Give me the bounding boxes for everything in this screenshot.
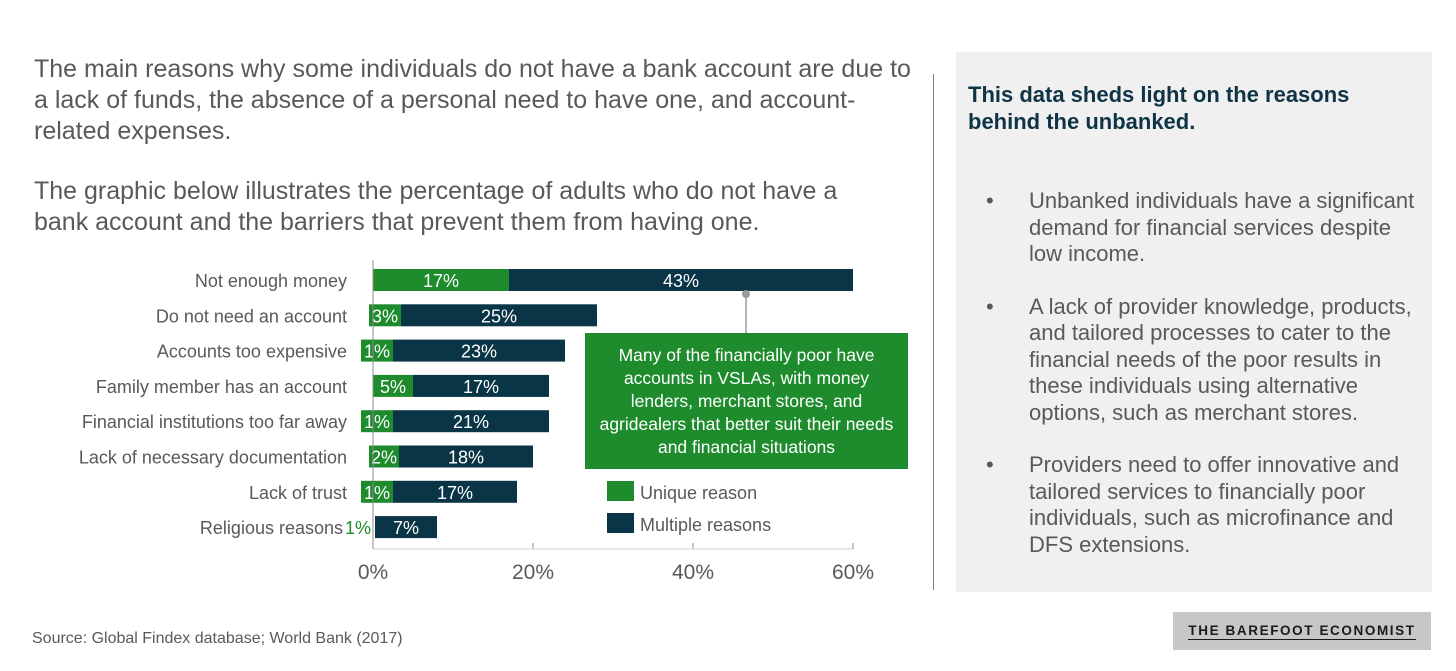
bar-label-multiple: 43% [663, 271, 699, 291]
divider-line [933, 74, 934, 590]
category-label: Family member has an account [96, 377, 347, 397]
legend-label-unique: Unique reason [640, 483, 757, 503]
bullet-icon: • [986, 293, 994, 319]
bullet-icon: • [986, 188, 994, 213]
intro-paragraph-2: The graphic below illustrates the percen… [34, 177, 838, 236]
bar-label-multiple: 7% [393, 518, 419, 538]
bar-label-unique: 1% [364, 412, 390, 432]
bar-multiple [413, 374, 549, 397]
bar-label-multiple: 23% [461, 342, 497, 362]
category-label: Lack of trust [249, 483, 347, 503]
legend-label-multiple: Multiple reasons [640, 515, 771, 535]
bar-label-unique: 3% [372, 306, 398, 326]
intro-paragraph-1: The main reasons why some individuals do… [34, 55, 911, 145]
brand-logo: THE BAREFOOT ECONOMIST [1173, 612, 1431, 650]
bullet-text: Providers need to offer innovative and t… [1029, 452, 1400, 557]
bullet-item: • A lack of provider knowledge, products,… [984, 294, 1424, 427]
category-label: Lack of necessary documentation [79, 448, 347, 468]
bar-multiple [375, 516, 437, 539]
category-label: Religious reasons [200, 518, 343, 538]
side-panel-bullets: • Unbanked individuals have a significant… [984, 188, 1424, 584]
bar-label-multiple: 17% [437, 483, 473, 503]
bullet-text: Unbanked individuals have a significant … [1029, 188, 1415, 266]
bar-label-unique: 2% [371, 448, 397, 468]
side-panel-title: This data sheds light on the reasons beh… [968, 82, 1350, 134]
category-label: Not enough money [195, 271, 347, 291]
bar-label-unique: 1% [364, 483, 390, 503]
category-label: Do not need an account [156, 306, 347, 326]
bar-label-unique: 1% [364, 342, 390, 362]
bar-unique [369, 445, 399, 468]
bar-unique [361, 410, 393, 433]
bar-unique [369, 304, 401, 327]
brand-text: THE BAREFOOT ECONOMIST [1188, 623, 1416, 640]
bar-multiple [401, 304, 597, 327]
bar-multiple [399, 445, 533, 468]
category-label: Accounts too expensive [157, 342, 347, 362]
bullet-item: • Unbanked individuals have a significant… [984, 188, 1424, 268]
category-label: Financial institutions too far away [82, 412, 347, 432]
bar-label-unique: 17% [423, 271, 459, 291]
side-panel: This data sheds light on the reasons beh… [956, 52, 1432, 592]
bullet-icon: • [986, 452, 994, 477]
legend-swatch-multiple [607, 513, 634, 533]
bar-label-multiple: 25% [481, 306, 517, 326]
x-tick-label: 20% [512, 561, 554, 584]
x-tick-label: 0% [358, 561, 388, 584]
bar-unique [361, 339, 393, 362]
bar-unique [373, 374, 413, 397]
bullet-item: • Providers need to offer innovative and … [984, 452, 1424, 558]
bar-label-multiple: 17% [463, 377, 499, 397]
x-tick-label: 60% [832, 561, 874, 584]
bar-unique [373, 269, 509, 291]
bar-label-multiple: 21% [453, 412, 489, 432]
bar-multiple [393, 480, 517, 503]
bar-unique [361, 480, 393, 503]
bar-multiple [393, 339, 565, 362]
bar-multiple [509, 269, 853, 291]
bar-chart: 17% 43% Not enough money 3% 25% Do not need a… [79, 260, 874, 584]
source-note: Source: Global Findex database; World Ba… [32, 630, 403, 647]
bar-label-unique: 5% [380, 377, 406, 397]
chart-callout: Many of the financially poor have accoun… [585, 333, 908, 469]
bar-label-multiple: 18% [448, 448, 484, 468]
legend-swatch-unique [607, 481, 634, 501]
bar-label-unique: 1% [345, 518, 371, 538]
bullet-text: A lack of provider knowledge, products, … [1029, 293, 1412, 425]
callout-connector-dot [742, 290, 750, 298]
bar-multiple [393, 410, 549, 433]
x-tick-label: 40% [672, 561, 714, 584]
